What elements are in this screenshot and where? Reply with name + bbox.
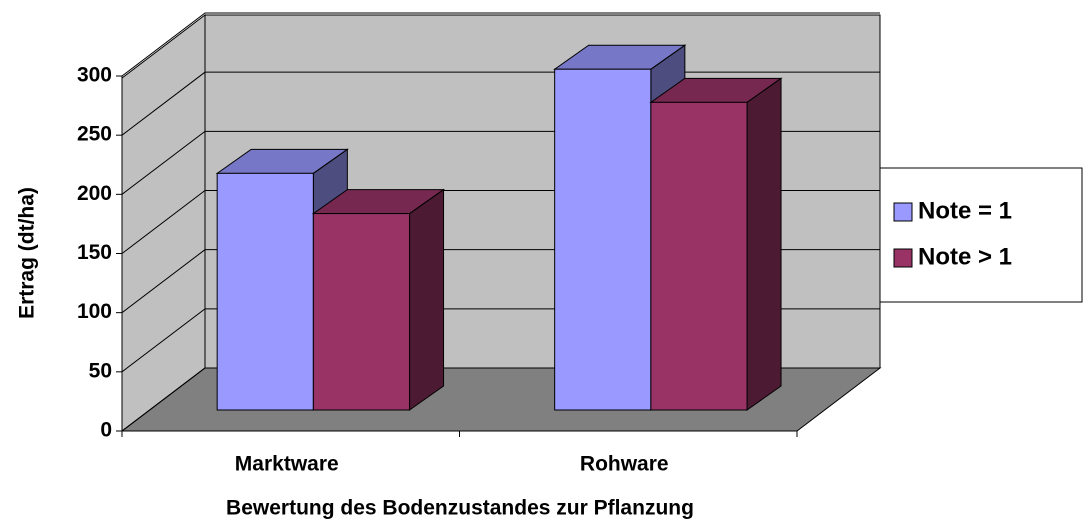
bar-side [409, 188, 445, 411]
bar-side [746, 77, 782, 411]
bar [650, 101, 748, 411]
bar [216, 172, 314, 411]
legend-swatch [893, 248, 913, 268]
y-tick-label: 200 [77, 182, 112, 205]
left-wall [121, 13, 206, 433]
legend-label: Note = 1 [918, 197, 1012, 224]
legend-swatch [893, 202, 913, 222]
y-tick-label: 150 [77, 241, 112, 264]
bar [312, 213, 411, 411]
y-tick-label: 50 [89, 359, 112, 382]
y-tick-label: 100 [77, 300, 112, 323]
y-axis-label: Ertrag (dt/ha) [16, 187, 39, 319]
y-tick-label: 0 [100, 419, 112, 442]
y-tick-label: 250 [77, 123, 112, 146]
x-tick-label: Marktware [235, 453, 339, 476]
legend-label: Note > 1 [918, 243, 1012, 270]
x-axis-label: Bewertung des Bodenzustandes zur Pflanzu… [226, 497, 694, 520]
bar [554, 68, 652, 411]
grid-line [121, 12, 880, 77]
legend-box [879, 167, 1083, 303]
y-tick-label: 300 [77, 64, 112, 87]
x-tick-label: Rohware [580, 453, 669, 476]
